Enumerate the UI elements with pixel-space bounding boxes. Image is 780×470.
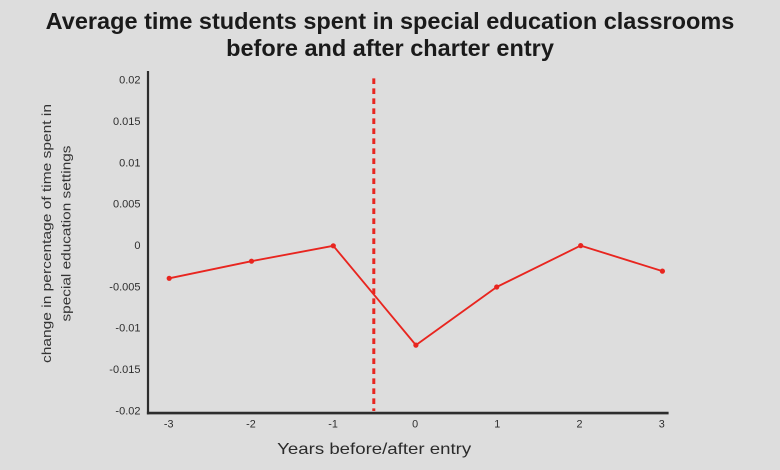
svg-text:change in percentage of time s: change in percentage of time spent in [39,104,54,363]
svg-text:-0.005: -0.005 [109,281,140,293]
svg-text:-0.01: -0.01 [115,323,140,335]
svg-text:-1: -1 [328,419,338,431]
svg-text:Years before/after entry: Years before/after entry [277,441,471,458]
svg-text:3: 3 [659,419,665,431]
svg-text:1: 1 [494,419,500,431]
svg-text:0.015: 0.015 [113,116,141,128]
svg-text:-0.015: -0.015 [109,364,140,376]
svg-text:0: 0 [134,240,140,252]
svg-text:0.01: 0.01 [119,157,140,169]
svg-text:2: 2 [576,419,582,431]
svg-text:-2: -2 [246,419,256,431]
svg-text:-3: -3 [164,419,174,431]
svg-text:0.005: 0.005 [113,199,141,211]
svg-text:0: 0 [412,419,418,431]
svg-text:0.02: 0.02 [119,75,140,87]
svg-text:-0.02: -0.02 [115,405,140,417]
svg-text:special education settings: special education settings [59,145,74,322]
